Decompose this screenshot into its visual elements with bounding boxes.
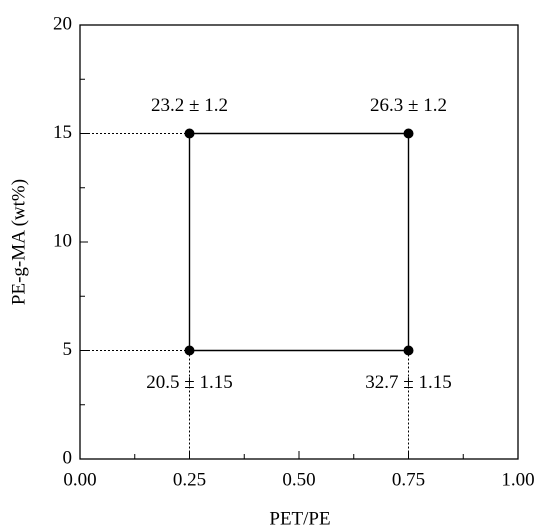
point — [403, 128, 414, 139]
y-axis-label: PE-g-MA (wt%) — [8, 179, 29, 305]
point-label: 20.5 ± 1.15 — [146, 372, 232, 393]
y-tick-label: 20 — [53, 13, 72, 34]
point-label: 26.3 ± 1.2 — [370, 95, 447, 116]
x-axis-label: PET/PE — [269, 508, 330, 529]
point-label: 23.2 ± 1.2 — [151, 95, 228, 116]
point — [184, 128, 195, 139]
point-label: 32.7 ± 1.15 — [365, 372, 451, 393]
y-tick-label: 10 — [53, 230, 72, 251]
y-tick-label: 0 — [63, 447, 73, 468]
x-tick-label: 1.00 — [501, 469, 534, 490]
x-tick-label: 0.50 — [282, 469, 315, 490]
x-tick-label: 0.75 — [392, 469, 425, 490]
point — [403, 345, 414, 356]
x-tick-label: 0.25 — [173, 469, 206, 490]
plot-frame — [79, 24, 519, 460]
design-square — [188, 132, 410, 352]
x-tick-label: 0.00 — [63, 469, 96, 490]
y-tick-label: 15 — [53, 122, 72, 143]
y-tick-label: 5 — [63, 339, 73, 360]
point — [184, 345, 195, 356]
